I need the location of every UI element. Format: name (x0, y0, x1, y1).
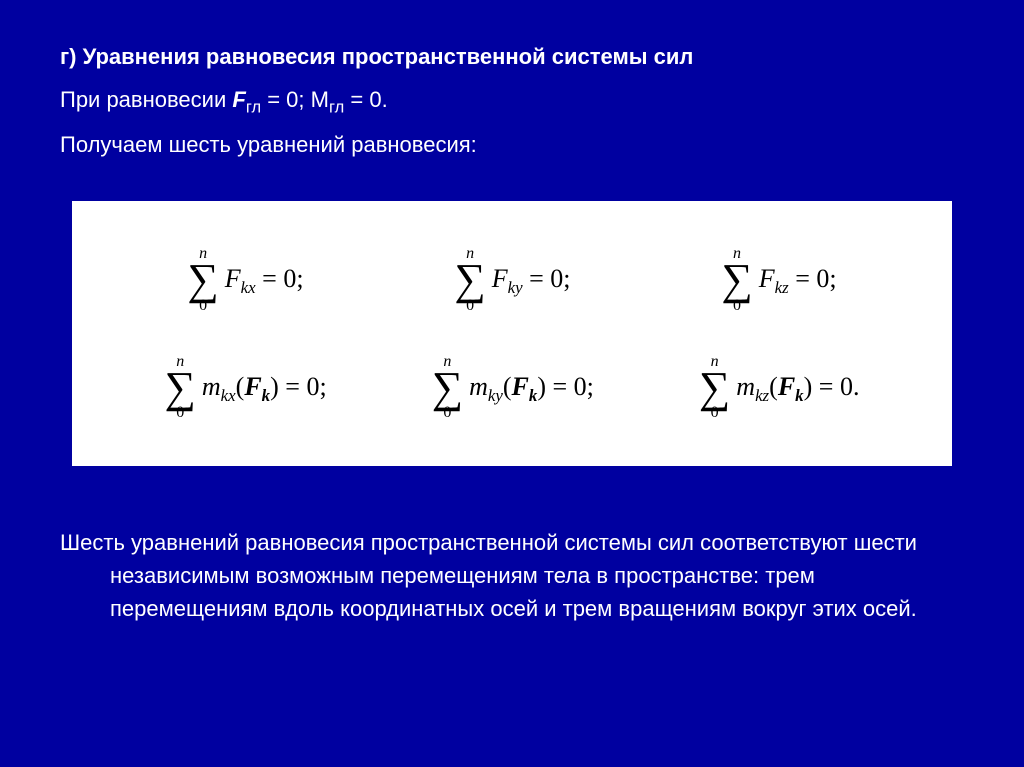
force-equations-row: n ∑ 0 Fkx = 0; n ∑ 0 Fky = 0; n ∑ 0 (112, 246, 912, 314)
eq-mz: n ∑ 0 mkz(Fk) = 0. (699, 354, 860, 422)
eq-fy: n ∑ 0 Fky = 0; (454, 246, 570, 314)
sigma-icon: ∑ (721, 260, 752, 300)
expr-fz: Fkz = 0; (759, 259, 837, 301)
sum-lower: 0 (733, 298, 741, 314)
sigma-icon: ∑ (187, 260, 218, 300)
expr-fx: Fkx = 0; (225, 259, 304, 301)
eq-fx: n ∑ 0 Fkx = 0; (187, 246, 303, 314)
sum-lower: 0 (176, 405, 184, 421)
symbol-f: F (232, 87, 245, 112)
sigma-icon: ∑ (432, 368, 463, 408)
sigma-icon: ∑ (699, 368, 730, 408)
sum-lower: 0 (711, 405, 719, 421)
cond-end: = 0. (344, 87, 387, 112)
symbol-f-sub: гл (246, 98, 261, 116)
equation-panel: n ∑ 0 Fkx = 0; n ∑ 0 Fky = 0; n ∑ 0 (72, 201, 952, 466)
eq-mx: n ∑ 0 mkx(Fk) = 0; (165, 354, 327, 422)
sigma-block: n ∑ 0 (187, 246, 218, 314)
expr-mx: mkx(Fk) = 0; (202, 367, 327, 409)
expr-my: mky(Fk) = 0; (469, 367, 594, 409)
sum-lower: 0 (199, 298, 207, 314)
sigma-icon: ∑ (454, 260, 485, 300)
cond-mid: = 0; (261, 87, 311, 112)
symbol-m: M (311, 87, 329, 112)
cond-pre: При равновесии (60, 87, 232, 112)
sigma-block: n ∑ 0 (721, 246, 752, 314)
conclusion-text: Шесть уравнений равновесия пространствен… (60, 526, 964, 625)
eq-fz: n ∑ 0 Fkz = 0; (721, 246, 836, 314)
expr-fy: Fky = 0; (492, 259, 571, 301)
sigma-block: n ∑ 0 (165, 354, 196, 422)
sigma-icon: ∑ (165, 368, 196, 408)
lead-text: Получаем шесть уравнений равновесия: (60, 128, 964, 161)
equilibrium-condition: При равновесии Fгл = 0; Mгл = 0. (60, 83, 964, 120)
sum-lower: 0 (466, 298, 474, 314)
sigma-block: n ∑ 0 (432, 354, 463, 422)
sum-lower: 0 (443, 405, 451, 421)
expr-mz: mkz(Fk) = 0. (736, 367, 859, 409)
sigma-block: n ∑ 0 (699, 354, 730, 422)
eq-my: n ∑ 0 mky(Fk) = 0; (432, 354, 594, 422)
sigma-block: n ∑ 0 (454, 246, 485, 314)
symbol-m-sub: гл (329, 98, 344, 116)
slide-title: г) Уравнения равновесия пространственной… (60, 40, 964, 73)
moment-equations-row: n ∑ 0 mkx(Fk) = 0; n ∑ 0 mky(Fk) = 0; n … (112, 354, 912, 422)
